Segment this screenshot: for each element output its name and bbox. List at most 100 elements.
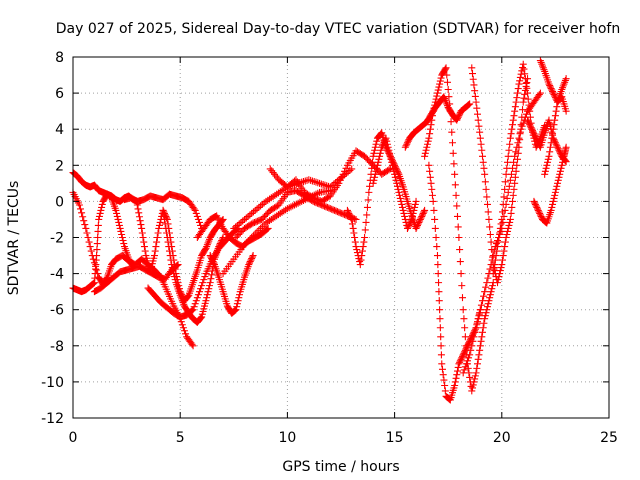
data-point: [361, 226, 369, 234]
data-point: [401, 143, 409, 151]
data-point: [531, 199, 539, 207]
data-point: [209, 258, 217, 266]
data-point: [398, 200, 406, 208]
data-point: [459, 306, 467, 314]
data-point: [424, 137, 432, 145]
data-point: [467, 346, 475, 354]
data-point: [138, 224, 146, 232]
data-point: [468, 342, 476, 350]
data-point: [486, 291, 494, 299]
data-point: [509, 197, 517, 205]
data-point: [447, 118, 455, 126]
data-point: [168, 264, 176, 272]
data-point: [383, 137, 391, 145]
data-point: [364, 196, 372, 204]
data-point: [351, 238, 359, 246]
data-point: [512, 148, 520, 156]
data-point: [456, 258, 464, 266]
data-point: [115, 218, 123, 226]
data-point: [381, 136, 389, 144]
data-point: [532, 134, 540, 142]
data-point: [483, 193, 491, 201]
data-point: [535, 208, 543, 216]
data-point: [550, 194, 558, 202]
data-point: [429, 197, 437, 205]
data-point: [168, 261, 176, 269]
data-point: [484, 208, 492, 216]
data-point: [377, 130, 385, 138]
data-point: [150, 252, 158, 260]
data-point: [403, 140, 411, 148]
data-point: [554, 143, 562, 151]
data-point: [429, 107, 437, 115]
data-point: [133, 201, 141, 209]
data-point: [453, 202, 461, 210]
data-point: [218, 237, 226, 245]
data-point: [432, 234, 440, 241]
data-point: [471, 328, 479, 336]
data-point: [534, 137, 542, 145]
data-point: [463, 357, 471, 365]
data-point: [510, 112, 518, 120]
data-point: [547, 206, 555, 214]
data-point: [531, 133, 539, 141]
data-point: [549, 125, 557, 133]
series-arc-8: [159, 206, 227, 326]
data-point: [203, 291, 211, 299]
data-point: [468, 387, 476, 395]
data-point: [519, 106, 527, 114]
data-point: [373, 161, 381, 169]
data-point: [409, 209, 417, 217]
data-point: [469, 75, 477, 83]
data-point: [471, 375, 479, 383]
data-point: [193, 294, 201, 302]
data-point: [189, 306, 197, 314]
data-point: [255, 203, 263, 211]
data-point: [216, 240, 224, 248]
data-point: [455, 360, 463, 368]
data-point: [509, 121, 517, 129]
data-point: [520, 94, 528, 102]
data-point: [401, 215, 409, 223]
data-point: [93, 240, 101, 248]
data-point: [431, 215, 439, 223]
data-point: [511, 107, 519, 115]
series-arc-10: [206, 252, 257, 317]
data-point: [451, 170, 459, 178]
data-point: [342, 164, 350, 172]
data-point: [434, 261, 442, 269]
data-point: [523, 84, 531, 92]
data-point: [264, 224, 272, 232]
data-point: [437, 74, 445, 82]
data-point: [358, 247, 366, 255]
data-point: [500, 247, 508, 255]
data-point: [503, 194, 511, 202]
data-point: [499, 252, 507, 260]
data-point: [468, 64, 476, 72]
data-point: [241, 215, 249, 223]
data-point: [506, 134, 514, 142]
data-point: [363, 203, 371, 211]
series-arc-25: [536, 57, 570, 106]
data-point: [548, 134, 556, 142]
data-point: [423, 143, 431, 151]
data-point: [471, 87, 479, 95]
data-point: [420, 208, 428, 216]
data-point: [249, 208, 257, 216]
data-point: [511, 152, 519, 160]
data-point: [475, 310, 483, 318]
data-point: [378, 142, 386, 150]
data-point: [510, 185, 518, 193]
data-point: [453, 371, 461, 379]
data-point: [160, 209, 168, 217]
data-point: [383, 140, 391, 148]
x-axis-label: GPS time / hours: [282, 459, 399, 475]
data-point: [400, 209, 408, 217]
data-point: [95, 215, 103, 223]
data-point: [446, 107, 454, 115]
data-point: [514, 139, 522, 147]
data-point: [155, 221, 163, 229]
data-point: [530, 197, 538, 205]
data-point: [446, 100, 454, 108]
data-point: [119, 237, 127, 245]
